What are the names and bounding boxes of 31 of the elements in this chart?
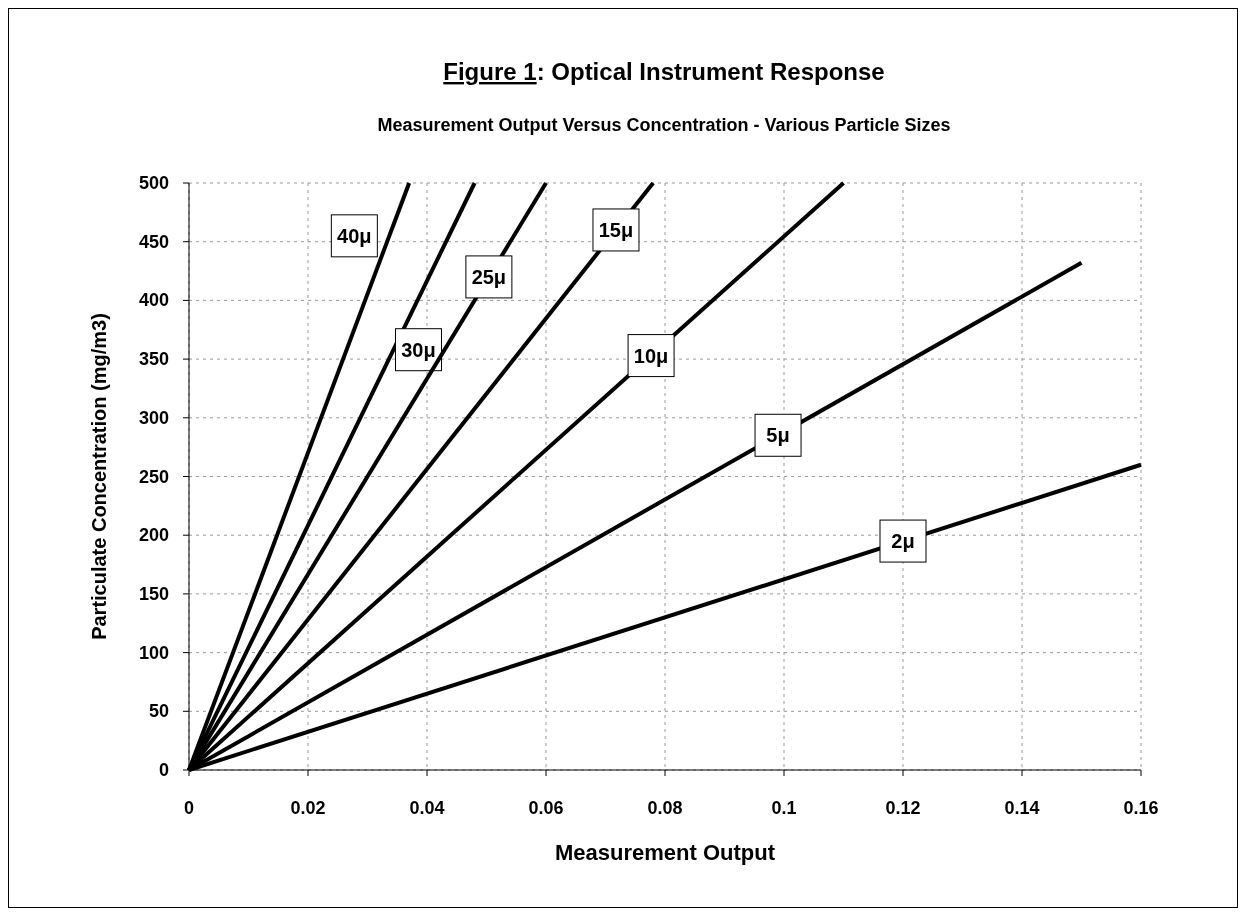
series-label: 40μ — [337, 224, 372, 247]
y-tick-label: 300 — [138, 407, 169, 428]
y-tick-label: 500 — [138, 173, 169, 193]
y-axis-title: Particulate Concentration (mg/m3) — [88, 313, 110, 640]
x-tick-label: 0.14 — [1004, 798, 1040, 818]
chart-title: Figure 1: Optical Instrument Response — [443, 58, 885, 85]
series-label: 10μ — [633, 344, 669, 367]
x-tick-label: 0.1 — [771, 798, 797, 818]
series-label: 5μ — [766, 424, 790, 447]
x-tick-label: 0.06 — [528, 798, 564, 818]
y-tick-label: 450 — [138, 231, 169, 252]
series-label: 2μ — [891, 530, 915, 553]
y-tick-label: 100 — [138, 642, 169, 663]
x-tick-label: 0.04 — [409, 798, 445, 818]
x-tick-label: 0.16 — [1123, 798, 1159, 818]
y-tick-label: 250 — [138, 466, 169, 487]
y-tick-label: 0 — [158, 760, 169, 780]
y-tick-label: 200 — [138, 525, 169, 546]
y-tick-label: 50 — [148, 701, 169, 722]
series-label: 25μ — [471, 265, 507, 288]
x-tick-label: 0.12 — [885, 798, 921, 818]
y-tick-label: 350 — [138, 349, 169, 370]
x-tick-label: 0 — [183, 798, 195, 818]
chart-subtitle: Measurement Output Versus Concentration - Various Particle Sizes — [377, 115, 951, 135]
y-tick-label: 400 — [138, 290, 169, 311]
series-label: 15μ — [598, 218, 634, 241]
y-tick-label: 150 — [138, 583, 169, 604]
x-axis-title: Measurement Output — [554, 840, 776, 865]
series-label: 30μ — [401, 338, 436, 361]
x-tick-label: 0.02 — [290, 798, 326, 818]
x-tick-label: 0.08 — [647, 798, 683, 818]
